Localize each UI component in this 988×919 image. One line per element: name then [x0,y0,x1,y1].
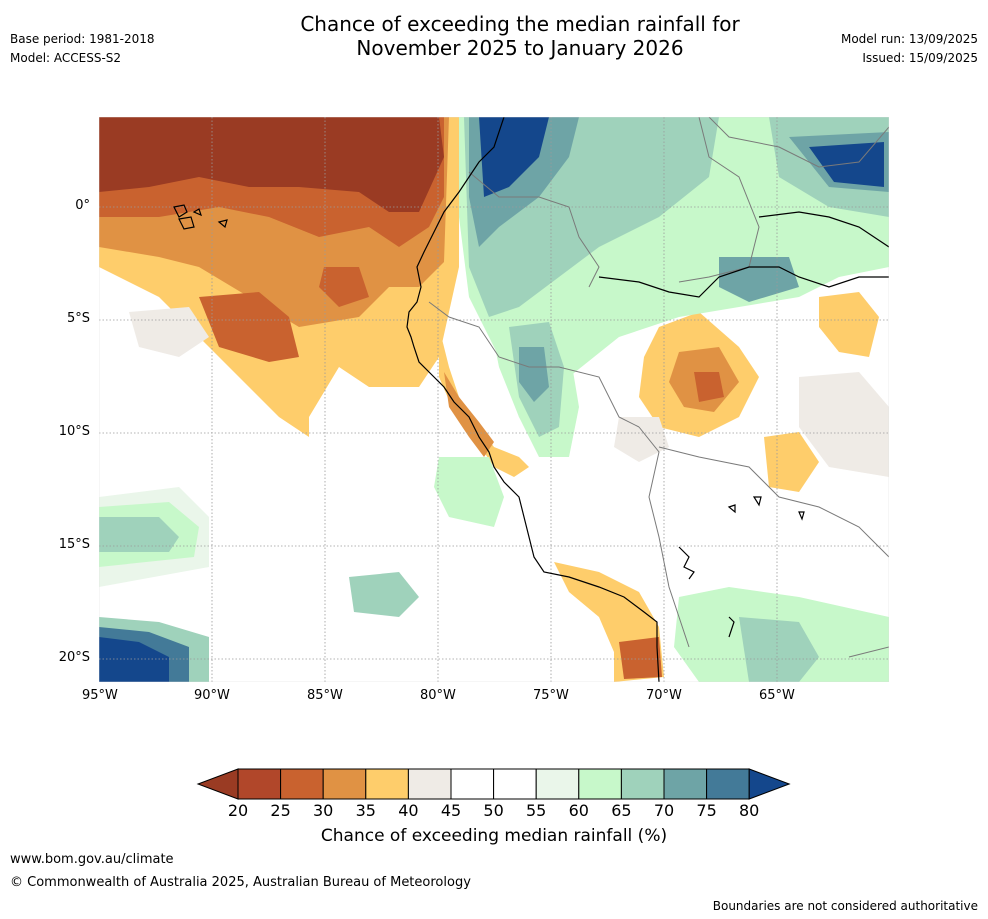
x-tick-65w: 65°W [759,688,795,703]
colorbar-bin-1 [237,768,282,800]
colorbar-bin-5 [407,768,452,800]
region-wet-ne-80 [809,142,884,187]
colorbar-tick-20: 20 [227,801,249,820]
colorbar-tick-80: 80 [739,801,760,820]
coastline [173,117,889,682]
colorbar-label: Chance of exceeding median rainfall (%) [320,826,668,846]
y-tick-20s: 20°S [58,650,90,665]
region-dry-south-25 [619,637,662,679]
region-wet-interior-75 [519,347,549,402]
colorbar-tick-55: 55 [526,801,547,820]
region-wet-north-80 [479,117,549,197]
colorbar-tick-65: 65 [611,801,632,820]
issued-date: Issued: 15/09/2025 [862,51,978,65]
colorbar-extend-low [196,768,239,800]
colorbar-bin-8 [535,768,580,800]
region-wet-mid-65 [434,457,504,527]
colorbar-bin-6 [450,768,495,800]
region-wet-mid-70 [349,572,419,617]
y-tick-0: 0° [75,198,90,213]
y-tick-5s: 5°S [66,311,90,326]
galapagos-islands [173,204,228,230]
footer-disclaimer: Boundaries are not considered authoritat… [712,899,978,913]
country-borders [428,117,889,658]
colorbar-bin-7 [493,768,537,800]
colorbar-bin-2 [280,768,324,800]
region-wet-east-75 [719,257,799,302]
colorbar-tick-45: 45 [440,801,462,820]
region-wet-sw-80 [99,637,169,682]
colorbar-tick-35: 35 [355,801,376,820]
y-tick-15s: 15°S [58,537,90,552]
footer-url[interactable]: www.bom.gov.au/climate [10,852,174,867]
region-wet-west-70 [99,517,179,552]
colorbar-bin-3 [322,768,367,800]
region-dry-interior-25 [694,372,724,402]
colorbar-bin-11 [663,768,708,800]
region-neutral-3 [614,417,669,462]
x-tick-90w: 90°W [194,688,230,703]
colorbar-extend-high [748,768,791,800]
colorbar-bin-4 [365,768,409,800]
colorbar-tick-50: 50 [483,801,504,820]
colorbar-bin-12 [706,768,750,800]
footer-copyright: © Commonwealth of Australia 2025, Austra… [10,875,471,890]
colorbar-tick-70: 70 [653,801,675,820]
colorbar-tick-25: 25 [270,801,291,820]
colorbar-tick-75: 75 [696,801,717,820]
region-dry-plume-30 [199,292,299,362]
y-tick-10s: 10°S [58,424,90,439]
region-wet-south-70 [739,617,819,682]
colorbar-tick-40: 40 [398,801,419,820]
x-tick-80w: 80°W [420,688,456,703]
colorbar-bin-10 [620,768,665,800]
region-dry-east-35 [764,432,819,492]
colorbar-tick-30: 30 [313,801,334,820]
colorbar-tick-60: 60 [568,801,589,820]
x-tick-95w: 95°W [82,688,118,703]
region-neutral-2 [799,372,889,477]
region-dry-ne-35 [819,292,879,357]
x-tick-70w: 70°W [646,688,682,703]
model-name: Model: ACCESS-S2 [10,51,122,65]
x-tick-75w: 75°W [533,688,569,703]
title-line-2: November 2025 to January 2026 [356,36,684,60]
rainfall-map [99,117,889,682]
region-dry-plume-30b [319,267,369,307]
region-dry-coast-30 [444,372,494,457]
model-run: Model run: 13/09/2025 [840,32,978,46]
x-tick-85w: 85°W [307,688,343,703]
colorbar [196,768,791,800]
map-title: Chance of exceeding the median rainfall … [0,12,988,60]
region-neutral-1 [129,307,209,357]
base-period: Base period: 1981-2018 [10,32,155,46]
region-dry-nw-20 [99,117,444,212]
title-line-1: Chance of exceeding the median rainfall … [300,12,740,36]
colorbar-bin-9 [578,768,622,800]
graticule [99,117,889,682]
